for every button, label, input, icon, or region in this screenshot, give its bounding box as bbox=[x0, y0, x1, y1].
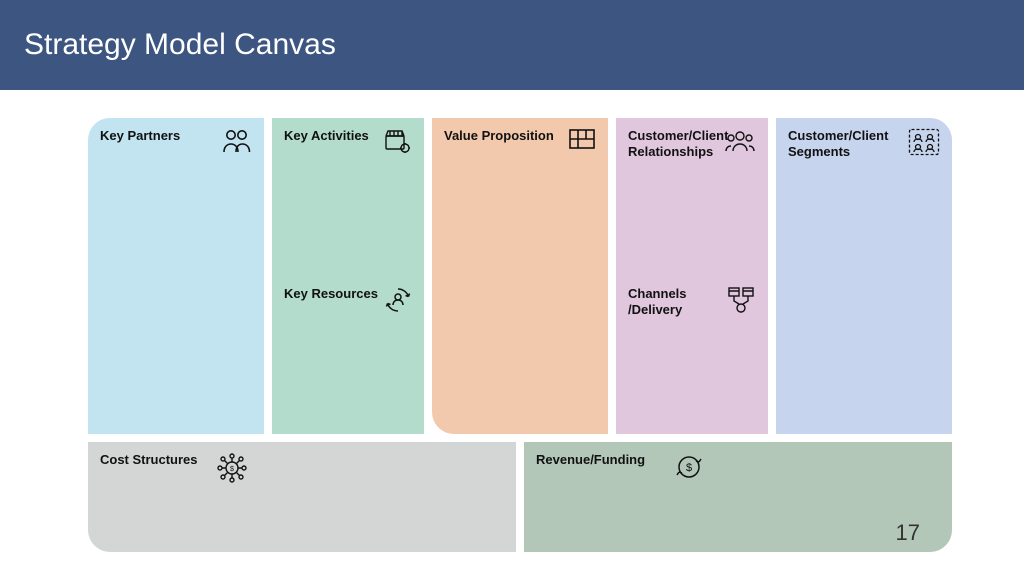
block-revenue-funding: Revenue/Funding $ 17 bbox=[524, 442, 952, 552]
page-title: Strategy Model Canvas bbox=[24, 28, 336, 62]
block-customer-segments: Customer/Client Segments bbox=[776, 118, 952, 434]
column-key-activities-resources: Key Activities Key Resources bbox=[272, 118, 424, 434]
label-customer-segments: Customer/Client Segments bbox=[788, 128, 898, 159]
block-key-partners: Key Partners bbox=[88, 118, 264, 434]
canvas-area: Key Partners Key Activities bbox=[0, 90, 1024, 552]
block-customer-relationships: Customer/Client Relationships bbox=[616, 118, 768, 276]
block-value-proposition: Value Proposition bbox=[432, 118, 608, 434]
storefront-gear-icon bbox=[384, 128, 412, 154]
person-cycle-icon bbox=[384, 286, 412, 314]
store-network-icon bbox=[726, 286, 756, 314]
grid-blocks-icon bbox=[568, 128, 596, 150]
header-bar: Strategy Model Canvas bbox=[0, 0, 1024, 90]
svg-text:$: $ bbox=[686, 462, 692, 474]
label-key-activities: Key Activities bbox=[284, 128, 394, 144]
label-key-partners: Key Partners bbox=[100, 128, 210, 144]
label-value-proposition: Value Proposition bbox=[444, 128, 554, 144]
label-key-resources: Key Resources bbox=[284, 286, 394, 302]
block-cost-structures: Cost Structures $ bbox=[88, 442, 516, 552]
svg-text:$: $ bbox=[230, 466, 234, 473]
label-channels-delivery: Channels /Delivery bbox=[628, 286, 738, 317]
people-pair-icon bbox=[222, 128, 252, 154]
canvas-bottom-row: Cost Structures $ Revenue/ bbox=[88, 442, 952, 552]
people-group-icon bbox=[724, 128, 756, 154]
block-key-resources: Key Resources bbox=[272, 276, 424, 434]
block-channels-delivery: Channels /Delivery bbox=[616, 276, 768, 434]
label-customer-relationships: Customer/Client Relationships bbox=[628, 128, 738, 159]
block-key-activities: Key Activities bbox=[272, 118, 424, 276]
label-revenue-funding: Revenue/Funding bbox=[536, 452, 646, 468]
dollar-cycle-icon: $ bbox=[674, 452, 704, 482]
money-network-icon: $ bbox=[216, 452, 248, 484]
people-segment-icon bbox=[908, 128, 940, 156]
page-number: 17 bbox=[896, 520, 920, 546]
canvas-top-row: Key Partners Key Activities bbox=[88, 118, 952, 434]
column-relationships-channels: Customer/Client Relationships Channels /… bbox=[616, 118, 768, 434]
label-cost-structures: Cost Structures bbox=[100, 452, 210, 468]
